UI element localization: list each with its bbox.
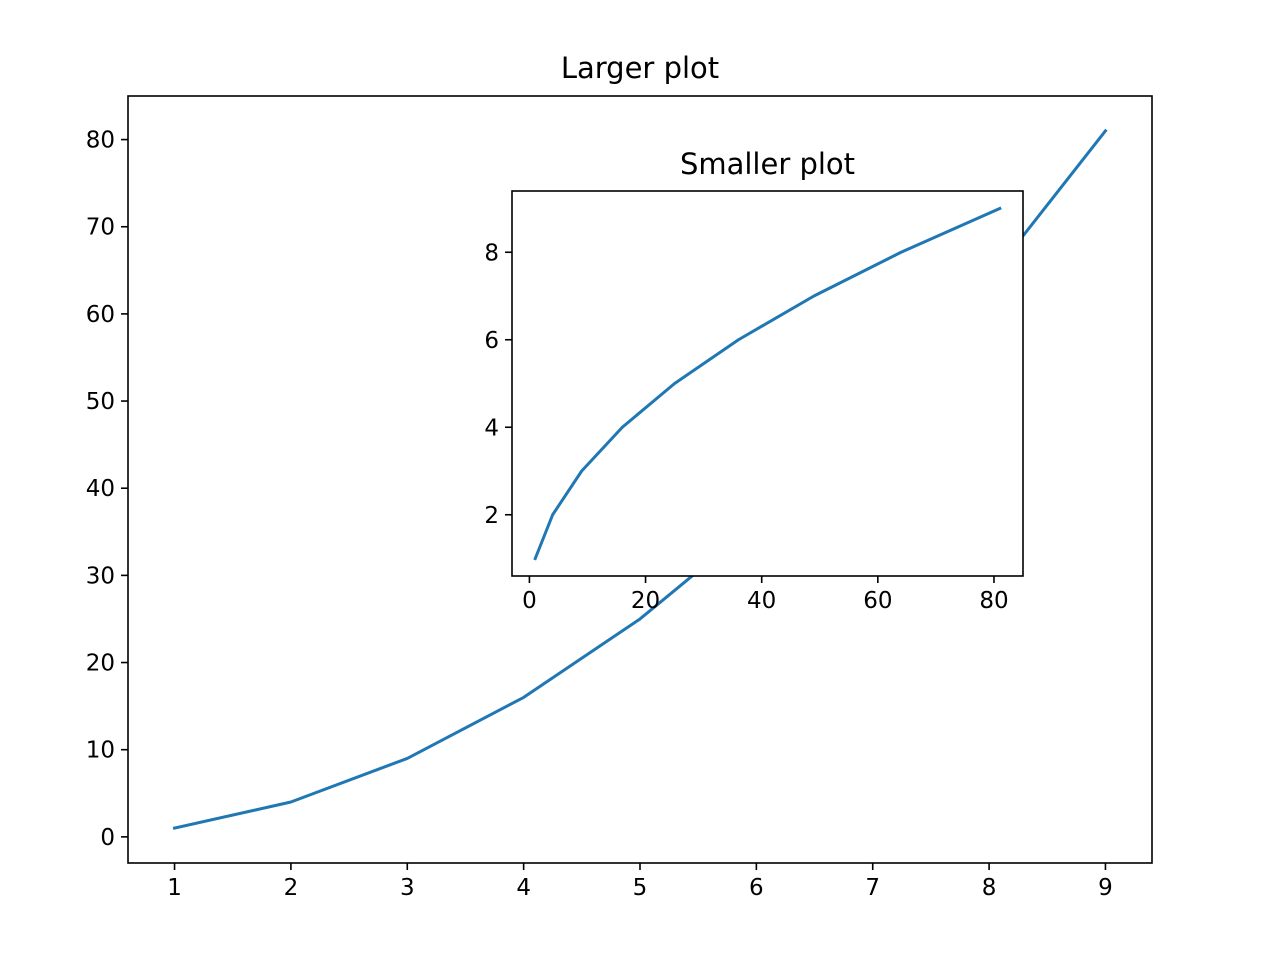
inset-x-tick-label: 20 [631,588,660,614]
main-y-tick-label: 30 [86,563,115,589]
inset-y-tick-label: 2 [484,503,499,529]
main-x-tick-label: 8 [982,875,997,901]
inset-axes-frame [511,190,1024,577]
inset-y-tick-label: 4 [484,415,499,441]
main-axes-frame [127,95,1153,864]
inset-x-tick-label: 0 [522,588,537,614]
inset-x-tick-label: 80 [979,588,1008,614]
main-x-tick-label: 6 [749,875,764,901]
main-y-tick-label: 10 [86,738,115,764]
inset-chart-marks: 0 20 40 60 80 2 4 6 8 [484,206,1009,614]
main-y-tick-label: 70 [86,215,115,241]
inset-plot-area [512,191,1023,576]
inset-series-line [533,206,1002,561]
main-x-tick-label: 5 [633,875,648,901]
inset-chart: 0 20 40 60 80 2 4 6 8 Smaller plot [484,147,1024,614]
main-x-tick-label: 2 [284,875,299,901]
main-x-tick-label: 7 [865,875,880,901]
main-y-tick-label: 0 [100,825,115,851]
main-x-tick-label: 3 [400,875,415,901]
main-y-tick-label: 60 [86,302,115,328]
inset-x-tick-label: 40 [747,588,776,614]
inset-x-tick-label: 60 [863,588,892,614]
main-x-tick-label: 1 [167,875,182,901]
inset-chart-title: Smaller plot [680,147,855,181]
main-y-tick-label: 40 [86,476,115,502]
inset-y-tick-label: 8 [484,240,499,266]
inset-y-tick-label: 6 [484,328,499,354]
main-x-tick-label: 4 [516,875,531,901]
main-y-tick-label: 50 [86,389,115,415]
main-chart-title: Larger plot [561,51,719,85]
main-y-tick-label: 20 [86,651,115,677]
main-x-tick-label: 9 [1098,875,1113,901]
main-y-tick-label: 80 [86,128,115,154]
